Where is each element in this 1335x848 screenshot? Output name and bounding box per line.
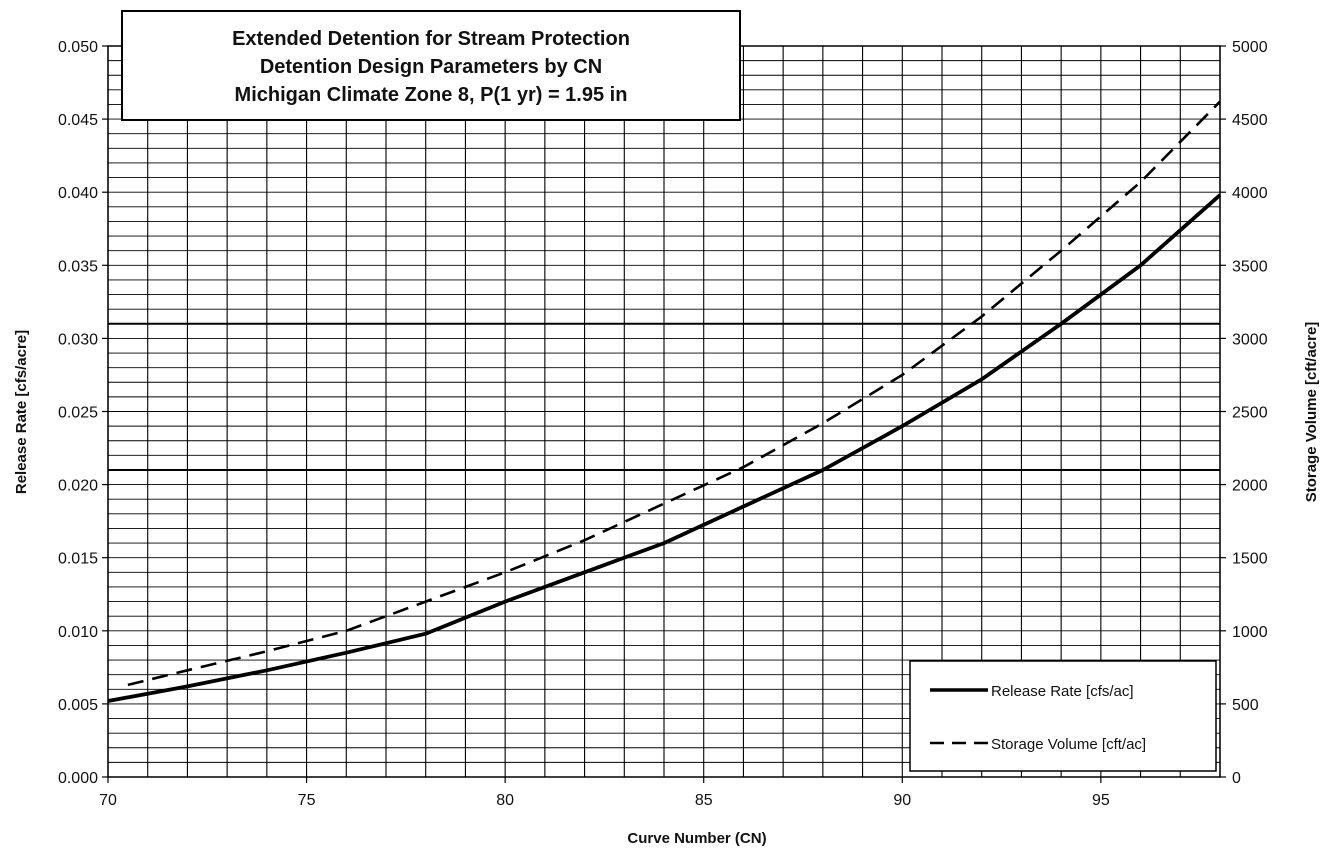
y-left-tick-label: 0.015 [58, 551, 98, 568]
y-right-axis-title: Storage Volume [cft/acre] [1303, 322, 1320, 503]
legend-label-storage-volume: Storage Volume [cft/ac] [991, 736, 1146, 753]
title-box-frame [121, 10, 741, 121]
y-left-tick-label: 0.035 [58, 258, 98, 275]
y-left-tick-label: 0.030 [58, 331, 98, 348]
x-tick-label: 70 [99, 792, 117, 809]
y-right-tick-label: 4500 [1232, 112, 1268, 129]
y-right-tick-label: 3500 [1232, 258, 1268, 275]
x-tick-label: 75 [298, 792, 316, 809]
x-tick-label: 85 [695, 792, 713, 809]
y-left-tick-label: 0.000 [58, 770, 98, 787]
y-left-tick-label: 0.010 [58, 624, 98, 641]
y-left-tick-label: 0.025 [58, 405, 98, 422]
title-line-2: Detention Design Parameters by CN [260, 56, 602, 78]
y-left-tick-label: 0.005 [58, 697, 98, 714]
y-left-tick-label: 0.045 [58, 112, 98, 129]
y-right-tick-label: 500 [1232, 697, 1259, 714]
y-left-axis-title: Release Rate [cfs/acre] [13, 330, 30, 494]
legend-label-release-rate: Release Rate [cfs/ac] [991, 683, 1134, 700]
y-left-tick-label: 0.020 [58, 478, 98, 495]
y-right-tick-label: 4000 [1232, 185, 1268, 202]
series-line-storage-volume [127, 100, 1221, 687]
y-left-tick-label: 0.040 [58, 185, 98, 202]
y-right-tick-label: 2000 [1232, 478, 1268, 495]
legend-frame [909, 660, 1217, 772]
y-right-axis-ticks: 0 500 1000 1500 2000 2500 3000 3500 4000 4500 5000 [1220, 39, 1268, 787]
y-left-tick-label: 0.050 [58, 39, 98, 56]
x-axis-ticks: 70 75 80 85 90 95 [99, 777, 1110, 809]
reference-lines [108, 322, 1220, 471]
title-line-1: Extended Detention for Stream Protection [232, 28, 630, 50]
y-right-tick-label: 0 [1232, 770, 1241, 787]
title-box: Extended Detention for Stream Protection… [121, 10, 741, 121]
series-line-release-rate [107, 193, 1222, 703]
y-right-tick-label: 1000 [1232, 624, 1268, 641]
title-line-3: Michigan Climate Zone 8, P(1 yr) = 1.95 … [235, 84, 628, 106]
y-right-tick-label: 2500 [1232, 405, 1268, 422]
x-tick-label: 95 [1092, 792, 1110, 809]
legend: Release Rate [cfs/ac] Storage Volume [cf… [909, 660, 1217, 772]
y-left-axis-ticks: 0.000 0.005 0.010 0.015 0.020 0.025 0.030 0.035… [58, 39, 108, 787]
series-layer [107, 100, 1222, 703]
x-tick-label: 90 [893, 792, 911, 809]
x-axis-title: Curve Number (CN) [627, 830, 766, 847]
y-right-tick-label: 1500 [1232, 551, 1268, 568]
y-right-tick-label: 5000 [1232, 39, 1268, 56]
y-right-tick-label: 3000 [1232, 331, 1268, 348]
x-tick-label: 80 [496, 792, 514, 809]
